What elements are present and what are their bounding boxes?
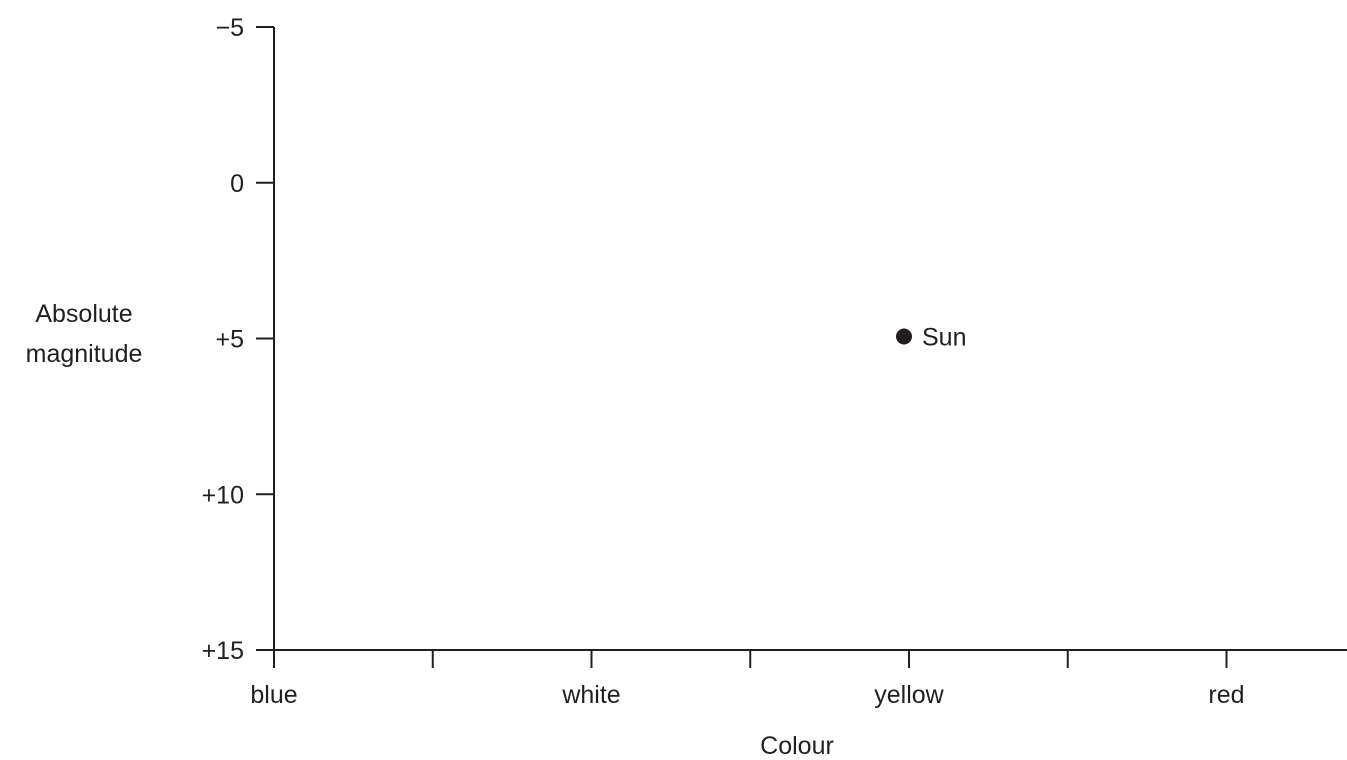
data-point-label: Sun: [922, 324, 966, 352]
y-tick-label: +10: [202, 481, 244, 509]
y-tick-label: 0: [230, 170, 244, 198]
x-tick-label: white: [561, 681, 620, 709]
x-tick-label: red: [1208, 681, 1244, 709]
x-tick-label: yellow: [874, 681, 944, 709]
y-tick-label: +15: [202, 637, 244, 665]
x-axis-label: Colour: [760, 732, 834, 760]
x-tick-label: blue: [250, 681, 297, 709]
y-tick-label: −5: [215, 14, 244, 42]
y-axis-label-line-1: Absolute: [35, 300, 132, 328]
x-axis-ticks: blue white yellow red: [250, 650, 1245, 709]
y-axis-label-line-2: magnitude: [26, 340, 143, 368]
y-tick-label: +5: [215, 326, 244, 354]
data-point-marker: [896, 328, 912, 345]
y-axis-ticks: −5 0 +5 +10 +15: [202, 14, 274, 665]
data-points: Sun: [896, 324, 966, 352]
